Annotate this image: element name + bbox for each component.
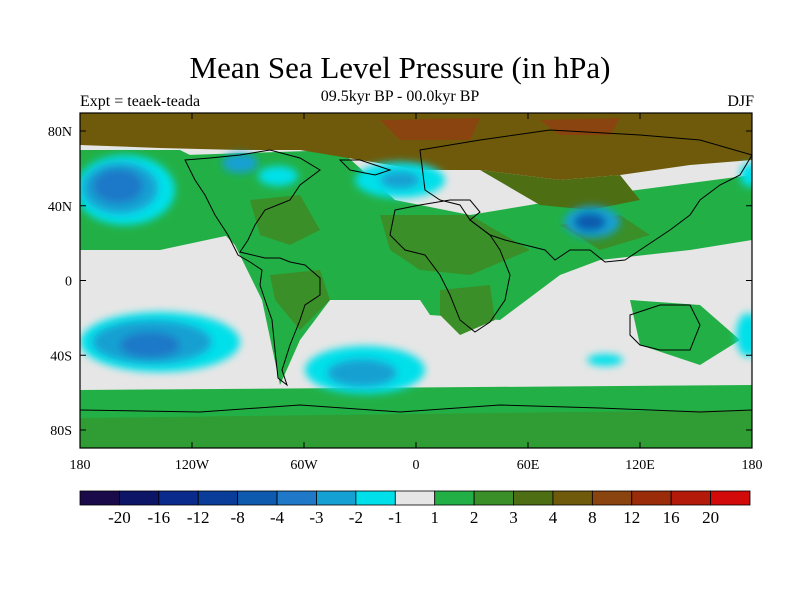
colorbar-label: -16 (147, 508, 170, 527)
lat-tick-label: 40N (48, 200, 72, 215)
lon-tick-label: 120W (175, 458, 210, 473)
experiment-label: Expt = teaek-teada (80, 93, 201, 110)
colorbar-swatch (316, 490, 357, 506)
colorbar-label: 2 (470, 508, 479, 527)
colorbar-swatch (670, 490, 711, 506)
north-atlantic-low (355, 162, 445, 198)
lon-tick-label: 120E (625, 458, 655, 473)
colorbar-label: -4 (270, 508, 285, 527)
period-label: 09.5kyr BP - 00.0kyr BP (320, 88, 480, 105)
colorbar-label: -3 (309, 508, 323, 527)
lat-tick-label: 40S (50, 349, 72, 364)
colorbar-swatch (394, 490, 436, 506)
lon-tick-label: 0 (413, 458, 420, 473)
pressure-field (80, 113, 752, 448)
lat-tick-label: 80S (50, 424, 72, 439)
hudson-low (222, 153, 298, 186)
colorbar-label: -12 (187, 508, 210, 527)
colorbar-label: -1 (388, 508, 402, 527)
south-atlantic-low (305, 346, 425, 394)
coastlines (80, 129, 752, 413)
lon-axis: 180 120W 60W 0 60E 120E 180 (70, 113, 763, 473)
colorbar-label: -8 (231, 508, 245, 527)
lat-axis: 80N 40N 0 40S 80S (48, 125, 752, 439)
east-edge-lows (587, 163, 752, 366)
lat-tick-label: 80N (48, 125, 72, 140)
colorbar-swatch (355, 490, 396, 506)
lat-tick-label: 0 (65, 275, 72, 290)
north-pacific-low (80, 155, 175, 225)
colorbar-swatch (710, 490, 751, 506)
colorbar-label: -20 (108, 508, 131, 527)
brown-fields (80, 113, 752, 210)
colorbar-swatch (158, 490, 199, 506)
tibet-low (564, 206, 620, 238)
colorbar-swatch (434, 490, 475, 506)
colorbar-swatch (79, 490, 120, 506)
lon-tick-label: 180 (742, 458, 763, 473)
colorbar-swatch (197, 490, 239, 506)
colorbar-swatch (631, 490, 672, 506)
colorbar-label: 8 (588, 508, 597, 527)
lon-tick-label: 60W (290, 458, 318, 473)
season-label: DJF (727, 93, 754, 110)
colorbar-label: 16 (663, 508, 680, 527)
lon-tick-label: 60E (517, 458, 540, 473)
colorbar-swatch (119, 490, 160, 506)
colorbar: -20 -16 -12 -8 -4 -3 -2 -1 1 2 3 4 8 12 16 20 (79, 490, 751, 527)
colorbar-label: 12 (623, 508, 640, 527)
south-pacific-low (80, 312, 240, 372)
colorbar-label: 20 (702, 508, 719, 527)
colorbar-swatch (473, 490, 514, 506)
colorbar-label: -2 (349, 508, 363, 527)
colorbar-swatch (237, 490, 278, 506)
colorbar-swatch (591, 490, 633, 506)
colorbar-swatch (513, 490, 554, 506)
colorbar-label: 3 (509, 508, 518, 527)
colorbar-swatch (552, 490, 593, 506)
colorbar-swatch (276, 490, 317, 506)
lon-tick-label: 180 (70, 458, 91, 473)
map-title: Mean Sea Level Pressure (in hPa) (189, 50, 611, 85)
colorbar-label: 1 (430, 508, 439, 527)
colorbar-label: 4 (549, 508, 558, 527)
